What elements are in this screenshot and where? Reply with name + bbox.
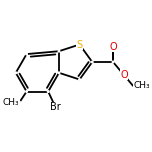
- Circle shape: [55, 107, 56, 108]
- Circle shape: [79, 79, 80, 80]
- Text: CH₃: CH₃: [133, 81, 150, 90]
- Circle shape: [58, 72, 60, 74]
- Circle shape: [123, 74, 125, 76]
- Text: CH₃: CH₃: [3, 98, 20, 107]
- Circle shape: [79, 44, 80, 45]
- Text: O: O: [120, 70, 128, 80]
- Text: O: O: [109, 42, 117, 52]
- Circle shape: [58, 50, 60, 52]
- Circle shape: [15, 72, 17, 74]
- Circle shape: [112, 46, 114, 48]
- Text: S: S: [76, 40, 83, 50]
- Circle shape: [26, 53, 27, 55]
- Circle shape: [19, 101, 20, 103]
- Circle shape: [92, 61, 93, 63]
- Text: Br: Br: [50, 102, 61, 112]
- Circle shape: [47, 91, 49, 92]
- Circle shape: [112, 61, 114, 63]
- Circle shape: [26, 91, 27, 92]
